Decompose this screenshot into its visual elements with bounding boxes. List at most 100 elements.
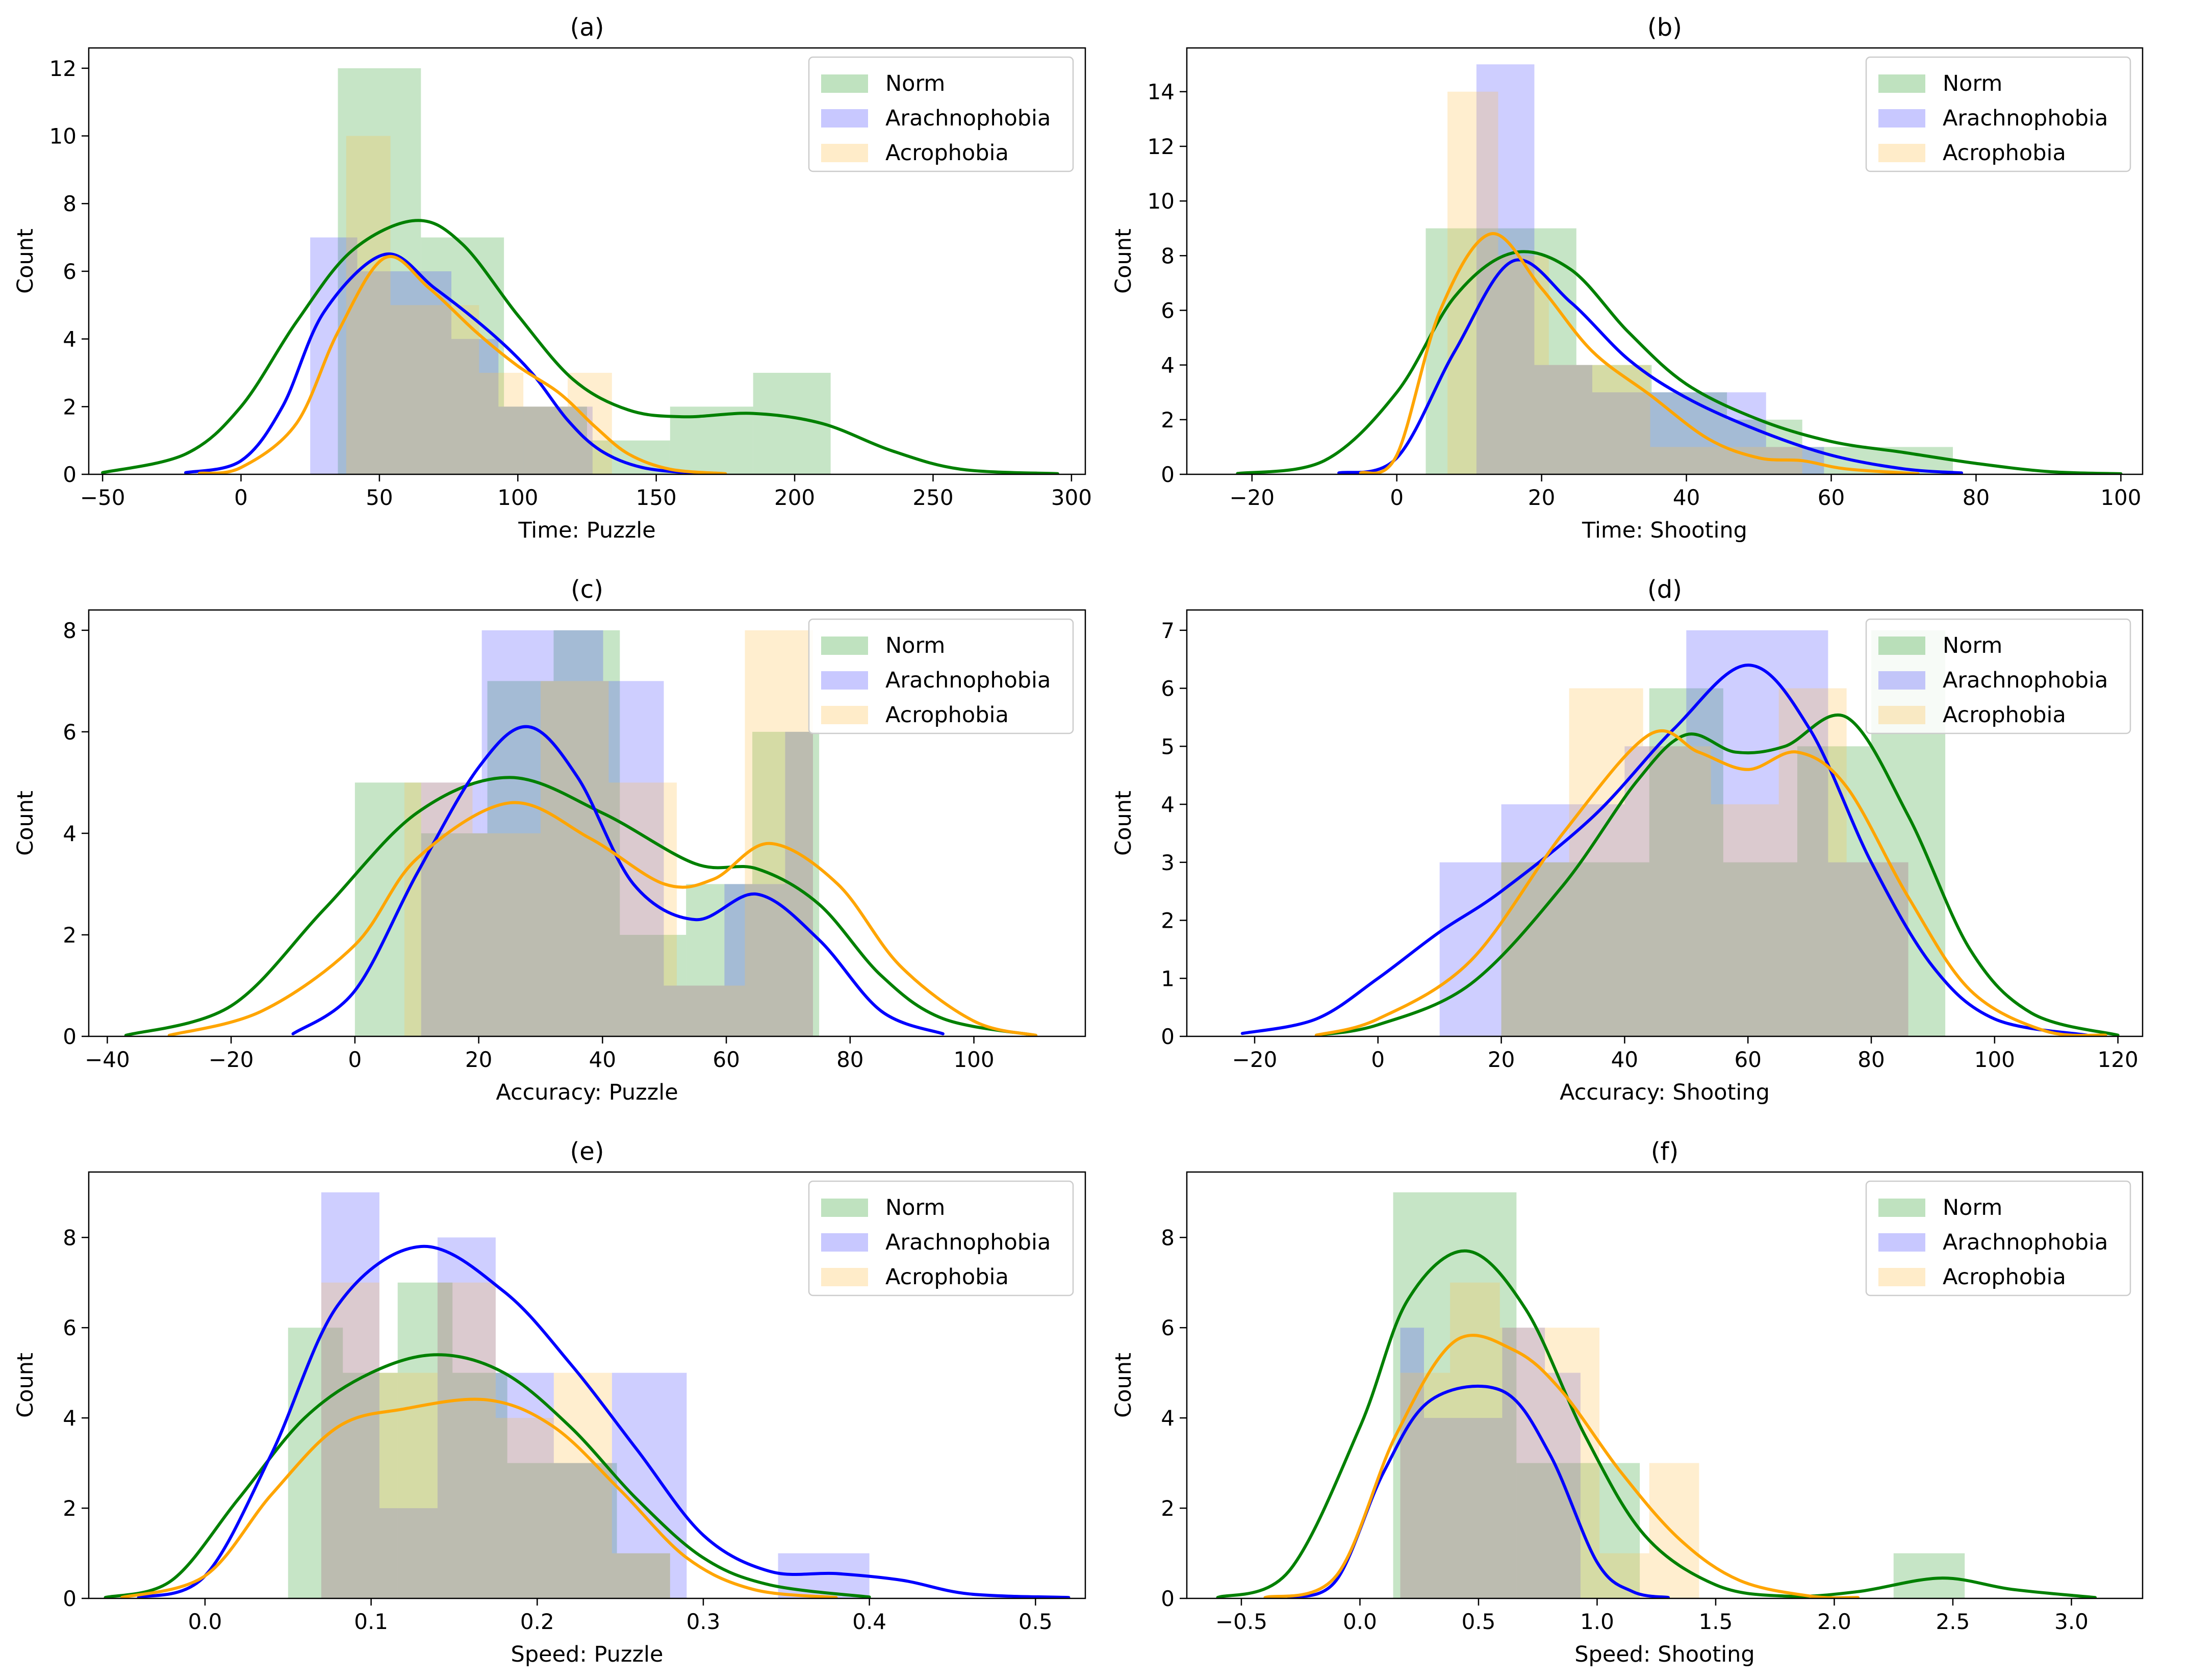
legend-label: Acrophobia [1943,702,2066,728]
x-tick-label: 40 [1673,485,1700,510]
plot-area [124,630,1037,1036]
x-tick-label: 50 [366,485,393,510]
x-tick-label: 0 [348,1047,362,1072]
histogram-bar-acrophobia [1846,862,1908,1036]
kde-line-norm [1216,1249,2097,1598]
y-tick-label: 2 [63,1496,77,1521]
histogram-bar-acrophobia [1643,746,1711,1036]
legend-label: Norm [885,1195,945,1220]
y-tick-label: 12 [1148,134,1175,159]
x-tick-label: 20 [465,1047,492,1072]
histogram-bar-acrophobia [1650,447,1701,474]
subplot-title: (f) [1651,1137,1678,1166]
x-tick-label: 2.5 [1936,1609,1970,1634]
x-tick-label: 0 [1371,1047,1385,1072]
x-tick-label: 250 [912,485,953,510]
x-axis-label: Time: Puzzle [518,518,655,543]
legend-label: Arachnophobia [1943,668,2108,693]
kde-line-acrophobia [1359,232,1920,474]
subplot-title: (d) [1647,575,1682,604]
y-tick-label: 4 [63,821,77,846]
histogram-bar-arachnophobia [437,1237,496,1598]
histogram-bar-acrophobia [472,833,541,1036]
y-axis-label: Count [13,791,38,856]
y-axis-label: Count [1111,791,1136,856]
x-tick-label: 100 [497,485,538,510]
axes-frame [88,1171,1086,1599]
kde-line-arachnophobia [137,1244,1071,1598]
x-tick-label: 300 [1051,485,1092,510]
histogram-bar-arachnophobia [664,985,725,1036]
y-tick-label: 2 [1161,908,1175,933]
histogram-bar-norm [1575,862,1649,1036]
histogram-bar-acrophobia [612,1553,670,1598]
x-tick-label: 1.0 [1580,1609,1614,1634]
legend-label: Norm [885,633,945,658]
legend-swatch-acrophobia [821,144,868,162]
axes-frame [1186,47,2144,475]
y-tick-label: 2 [63,394,77,419]
legend-label: Norm [1943,1195,2002,1220]
kde-line-arachnophobia [1337,258,1964,474]
y-tick-label: 0 [63,1586,77,1611]
histogram-bar-norm [1893,1553,1965,1598]
histogram-bar-arachnophobia [1502,1328,1545,1598]
histogram-bar-acrophobia [437,1282,496,1598]
y-axis-label: Count [1111,228,1136,294]
legend-label: Acrophobia [885,702,1009,728]
x-tick-label: 0.3 [686,1609,721,1634]
x-tick-label: 100 [953,1047,994,1072]
x-tick-label: −20 [209,1047,254,1072]
x-axis-label: Speed: Shooting [1574,1642,1754,1667]
y-tick-label: 7 [1161,618,1175,643]
kde-line-acrophobia [167,801,1037,1036]
y-tick-label: 12 [49,56,77,81]
histogram-bar-norm [1723,862,1797,1036]
histogram-bar-acrophobia [435,305,479,474]
subplot-title: (c) [571,575,603,604]
histogram-bar-acrophobia [1700,447,1752,474]
y-tick-label: 8 [63,191,77,216]
x-tick-label: 0 [234,485,248,510]
legend: Norm Arachnophobia Acrophobia [808,56,1074,172]
histogram-bar-arachnophobia [1400,1328,1424,1598]
legend-label: Acrophobia [1943,140,2066,166]
legend-label: Arachnophobia [1943,1230,2108,1255]
y-tick-label: 6 [63,720,77,745]
y-tick-label: 8 [63,1225,77,1250]
x-axis-label: Time: Shooting [1582,518,1747,543]
y-tick-label: 4 [1161,1406,1175,1431]
subplot-d: −20 0 20 40 60 80 100 120 0 1 2 3 4 5 6 7 (d) Accuracy: S… [1111,575,2144,1105]
axes-frame [88,47,1086,475]
histogram-bar-norm [421,833,488,1036]
histogram-bar-acrophobia [495,1418,554,1598]
legend-swatch-arachnophobia [1878,1233,1925,1252]
histogram-bar-arachnophobia [553,1463,612,1598]
histogram-bar-acrophobia [540,681,609,1036]
y-tick-label: 8 [1161,1225,1175,1250]
legend-swatch-acrophobia [1878,1268,1925,1286]
kde-line-acrophobia [120,1397,838,1598]
legend-swatch-arachnophobia [821,671,868,690]
histogram-bar-norm [397,1282,453,1598]
histogram-bar-arachnophobia [1708,392,1766,474]
x-tick-label: 100 [1974,1047,2015,1072]
x-tick-label: 0.0 [188,1609,222,1634]
legend-box [1865,1180,2131,1296]
y-tick-label: 2 [63,923,77,948]
histogram-bar-acrophobia [1499,1328,1550,1598]
legend-swatch-acrophobia [1878,144,1925,162]
plot-area [101,68,1059,474]
x-tick-label: 0.5 [1019,1609,1053,1634]
y-axis-label: Count [13,1353,38,1418]
plot-area [1240,630,2120,1036]
histogram-bar-norm [562,1463,617,1598]
legend-swatch-acrophobia [1878,706,1925,724]
y-tick-label: 6 [1161,298,1175,323]
x-tick-label: 0.2 [520,1609,554,1634]
legend-label: Acrophobia [885,140,1009,166]
legend: Norm Arachnophobia Acrophobia [1865,618,2131,734]
histogram-bar-arachnophobia [1476,64,1535,474]
histogram-bar-arachnophobia [379,1508,438,1598]
